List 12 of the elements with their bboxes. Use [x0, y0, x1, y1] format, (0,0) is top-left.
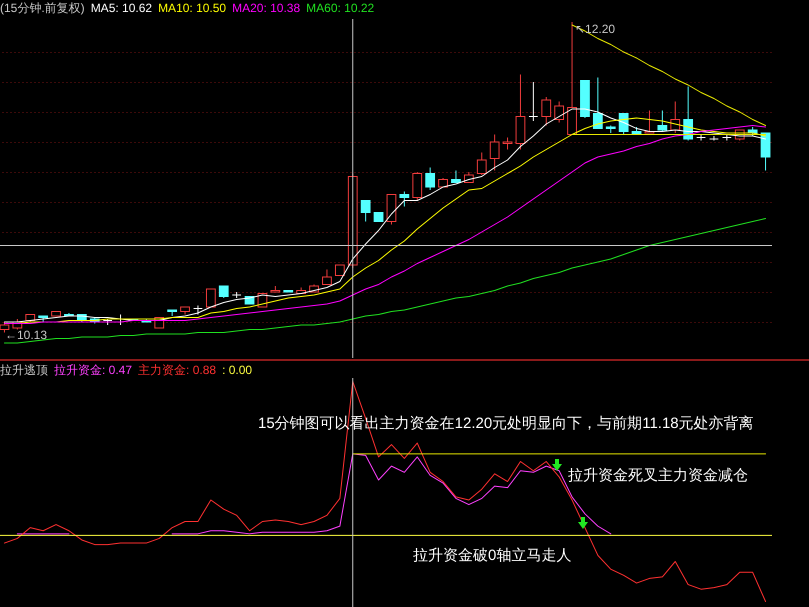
text: MA60: 10.22	[306, 1, 374, 15]
ref-line-label: : 0.00	[222, 363, 252, 377]
text: MA10: 10.50	[158, 1, 226, 15]
chart-title: 拉升逃顶	[0, 363, 48, 377]
annotation: ←10.13	[5, 328, 48, 342]
annotation: 拉升资金破0轴立马走人	[413, 547, 572, 564]
text: 主力资金: 0.88	[138, 363, 216, 377]
chart-title: (15分钟.前复权)	[0, 1, 85, 15]
annotation: 拉升资金死叉主力资金减仓	[568, 467, 748, 484]
text: MA20: 10.38	[232, 1, 300, 15]
text: 拉升资金: 0.47	[54, 363, 132, 377]
text: MA5: 10.62	[90, 1, 152, 15]
